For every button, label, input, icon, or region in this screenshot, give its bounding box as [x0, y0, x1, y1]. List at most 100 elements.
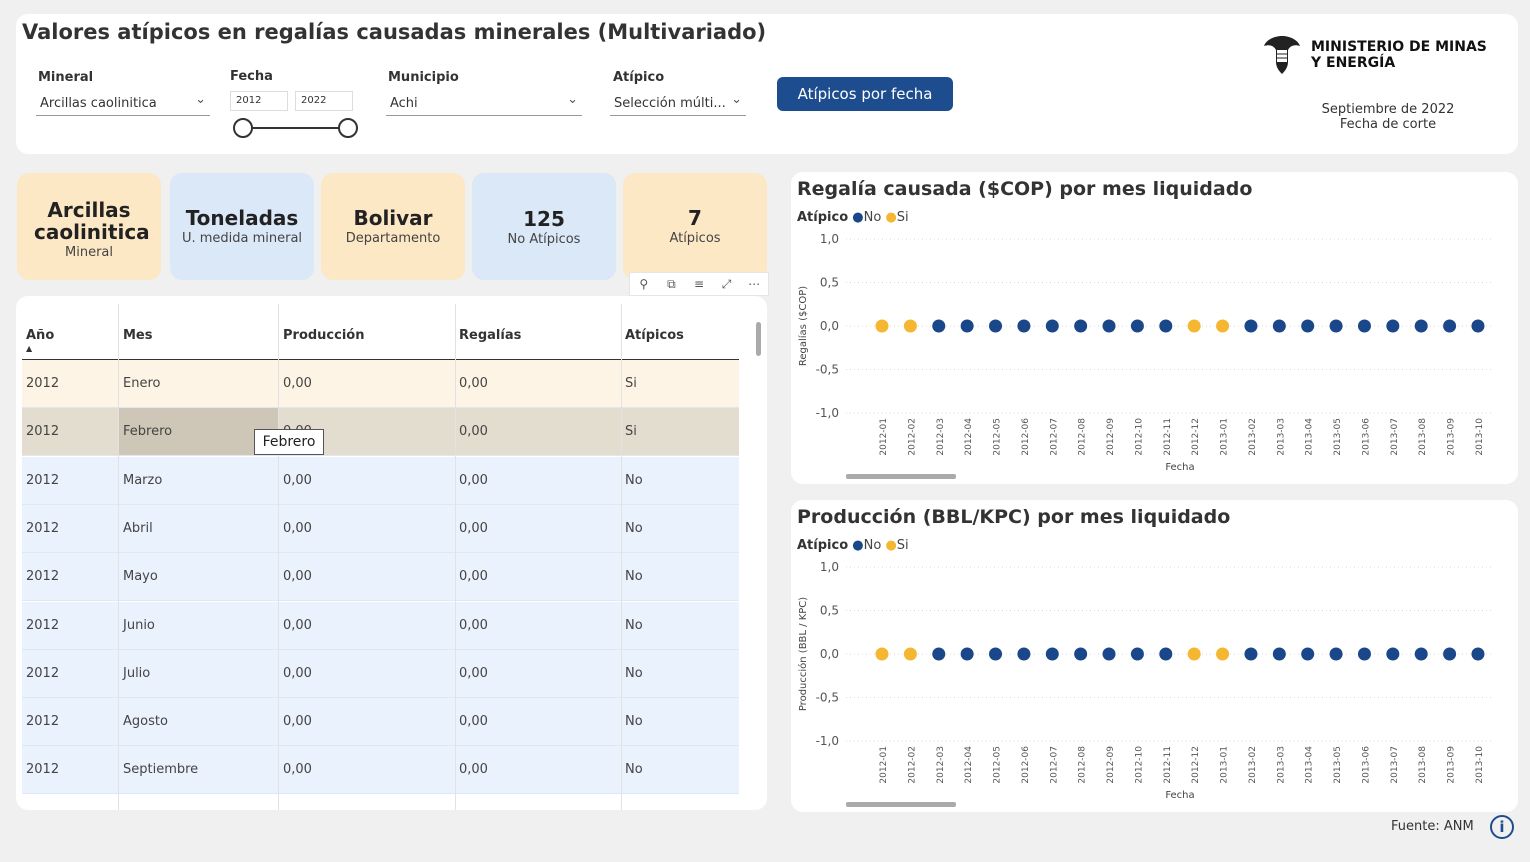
table-row[interactable]: 2012 Mayo 0,00 0,00 No: [22, 553, 739, 602]
info-icon[interactable]: i: [1490, 815, 1514, 839]
x-tick-label: 2012-04: [964, 418, 974, 456]
table-row[interactable]: 2012 Agosto 0,00 0,00 No: [22, 698, 739, 747]
x-tick-label: 2013-02: [1248, 418, 1258, 456]
x-tick-label: 2013-03: [1276, 418, 1286, 456]
column-header-regalias[interactable]: Regalías: [459, 328, 522, 343]
table-cell-regalias: 0,00: [459, 472, 488, 488]
data-point: [1414, 647, 1428, 661]
data-point: [1357, 319, 1371, 333]
x-tick-label: 2012-06: [1021, 746, 1031, 784]
x-tick-label: 2013-05: [1333, 418, 1343, 456]
table-row[interactable]: 2012 Julio 0,00 0,00 No: [22, 649, 739, 698]
legend-label-si: Si: [896, 210, 909, 225]
table-cell-produccion: 0,00: [283, 762, 312, 778]
table-cell-produccion: 0,00: [283, 520, 312, 536]
table-cell-atipicos: No: [625, 520, 643, 536]
data-point: [903, 319, 917, 333]
legend-label-no: No: [863, 538, 882, 553]
sort-ascending-icon: ▲: [26, 344, 33, 353]
chart-horizontal-scrollbar[interactable]: [846, 474, 956, 479]
data-point: [1329, 647, 1343, 661]
data-point: [989, 319, 1003, 333]
data-point: [1017, 647, 1031, 661]
column-header-atipicos[interactable]: Atípicos: [625, 328, 684, 343]
x-tick-label: 2013-01: [1220, 746, 1230, 784]
fecha-slider-start-handle[interactable]: [233, 118, 253, 138]
copy-icon[interactable]: ⧉: [667, 277, 676, 291]
fecha-to-input[interactable]: 2022: [295, 91, 353, 111]
table-cell-regalias: 0,00: [459, 762, 488, 778]
regalia-chart-panel: Regalía causada ($COP) por mes liquidado…: [791, 172, 1518, 484]
table-scrollbar[interactable]: [756, 314, 761, 784]
municipio-value: Achi: [390, 96, 418, 111]
table-cell-produccion: 0,00: [283, 617, 312, 633]
table-cell-ano: 2012: [26, 762, 60, 778]
data-point: [1329, 319, 1343, 333]
visual-header: ⚲ ⧉ ≡ ⤢ ⋯: [629, 272, 769, 296]
table-cell-atipicos: No: [625, 714, 643, 730]
data-point: [1357, 647, 1371, 661]
mineral-dropdown[interactable]: Arcillas caolinitica ⌄: [36, 92, 210, 116]
data-point: [1187, 319, 1201, 333]
x-tick-label: 2013-06: [1361, 746, 1371, 784]
table-cell-atipicos: No: [625, 569, 643, 585]
legend-marker-si: ●: [885, 210, 897, 225]
x-tick-label: 2013-01: [1220, 418, 1230, 456]
data-point: [1414, 319, 1428, 333]
table-row[interactable]: 2012 Enero 0,00 0,00 Si: [22, 360, 739, 408]
card-label: Atípicos: [669, 231, 721, 246]
x-tick-label: 2012-10: [1134, 418, 1144, 456]
fecha-from-input[interactable]: 2012: [230, 91, 288, 111]
card-departamento: Bolivar Departamento: [321, 173, 465, 280]
pin-icon[interactable]: ⚲: [639, 277, 649, 291]
ministry-name: MINISTERIO DE MINAS Y ENERGÍA: [1311, 39, 1487, 71]
atipico-dropdown[interactable]: Selección múlti... ⌄: [610, 92, 746, 116]
table-cell-mes: Julio: [123, 665, 151, 681]
table-row[interactable]: 2012 Septiembre 0,00 0,00 No: [22, 746, 739, 795]
produccion-chart-panel: Producción (BBL/KPC) por mes liquidado A…: [791, 500, 1518, 812]
y-tick-label: 0,5: [820, 604, 839, 618]
table-panel: Año ▲ Mes Producción Regalías Atípicos 2…: [16, 296, 767, 810]
table-cell-ano: 2012: [26, 665, 60, 681]
table-cell-regalias: 0,00: [459, 520, 488, 536]
table-cell-mes: Agosto: [123, 714, 168, 730]
municipio-label: Municipio: [388, 70, 459, 85]
data-point: [1187, 647, 1201, 661]
column-header-ano[interactable]: Año: [26, 328, 55, 343]
focus-mode-icon[interactable]: ⤢: [721, 277, 732, 291]
card-label: Departamento: [345, 231, 441, 246]
legend-marker-no: ●: [852, 538, 864, 553]
card-atipicos: 7 Atípicos: [623, 173, 767, 280]
table-cell-mes: Mayo: [123, 569, 158, 585]
chart-horizontal-scrollbar[interactable]: [846, 802, 956, 807]
column-header-mes[interactable]: Mes: [123, 328, 153, 343]
table-row[interactable]: 2012 Marzo 0,00 0,00 No: [22, 456, 739, 505]
x-tick-label: 2012-03: [936, 418, 946, 456]
table-scrollbar-thumb[interactable]: [756, 322, 761, 356]
table-cell-mes: Marzo: [123, 472, 163, 488]
card-value: Bolivar: [353, 206, 433, 230]
atipico-label: Atípico: [613, 70, 665, 85]
x-axis-title: Fecha: [1165, 462, 1194, 473]
table-row[interactable]: 2012 Junio 0,00 0,00 No: [22, 601, 739, 650]
card-label: U. medida mineral: [181, 231, 303, 246]
data-point: [1471, 319, 1485, 333]
colombia-coat-of-arms-logo: [1264, 36, 1300, 74]
data-point: [1159, 319, 1173, 333]
y-tick-label: 0,0: [820, 647, 839, 661]
data-point: [875, 319, 889, 333]
table-cell-ano: 2012: [26, 472, 60, 488]
atipicos-por-fecha-button[interactable]: Atípicos por fecha: [777, 77, 953, 111]
filter-icon[interactable]: ≡: [693, 277, 705, 291]
data-point: [1045, 647, 1059, 661]
x-tick-label: 2012-02: [907, 418, 917, 456]
fecha-slider-end-handle[interactable]: [338, 118, 358, 138]
more-options-icon[interactable]: ⋯: [748, 277, 761, 291]
column-header-produccion[interactable]: Producción: [283, 328, 365, 343]
municipio-dropdown[interactable]: Achi ⌄: [386, 92, 582, 116]
table-row[interactable]: 2012 Abril 0,00 0,00 No: [22, 504, 739, 553]
chart-plot-area: 1,0 0,5 0,0 -0,5 -1,0 Producción (BBL / KPC) F…: [797, 560, 1491, 801]
fecha-slider-track[interactable]: [243, 127, 349, 129]
y-axis-title: Regalías ($COP): [797, 286, 809, 366]
